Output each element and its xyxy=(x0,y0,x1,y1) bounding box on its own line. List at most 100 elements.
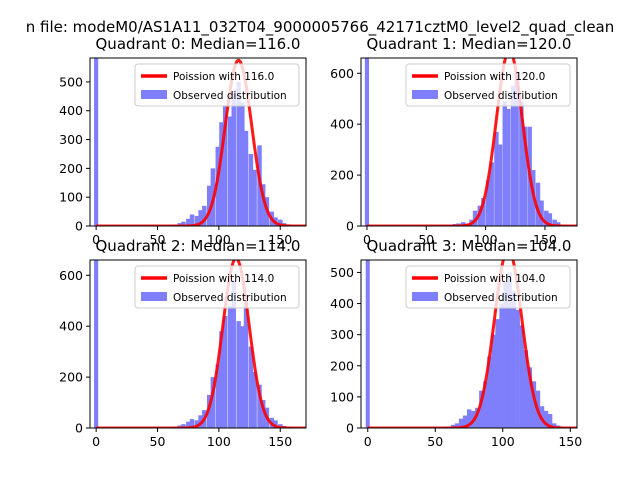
histogram-bar xyxy=(485,180,491,226)
histogram-bar xyxy=(499,303,504,428)
y-tick-label: 400 xyxy=(330,117,354,132)
histogram-bar xyxy=(489,162,494,226)
x-tick-label: 0 xyxy=(92,434,100,449)
histogram-bar xyxy=(260,184,266,226)
legend-label-poisson: Poission with 114.0 xyxy=(173,273,274,285)
histogram-bar xyxy=(547,213,553,226)
histogram-bar xyxy=(547,414,553,428)
x-tick-label: 100 xyxy=(474,232,498,247)
histogram-bar xyxy=(460,222,466,226)
legend-box xyxy=(405,265,571,309)
histogram-bar xyxy=(544,210,549,226)
axes-frame xyxy=(360,57,578,227)
y-tick-label: 100 xyxy=(330,389,354,404)
histogram-bar xyxy=(231,280,236,428)
subplot-title: Quadrant 0: Median=116.0 xyxy=(96,35,301,53)
histogram-bar xyxy=(240,102,245,226)
legend-label-poisson: Poission with 116.0 xyxy=(173,71,274,83)
histogram-bar xyxy=(194,420,200,428)
legend-label-observed: Observed distribution xyxy=(444,292,558,304)
histogram-bar xyxy=(495,319,500,428)
histogram-bar xyxy=(210,377,216,428)
x-tick-label: 50 xyxy=(150,232,166,247)
y-tick-label: 100 xyxy=(59,190,83,205)
histogram-bar xyxy=(252,372,257,428)
histogram-bar xyxy=(514,73,519,226)
x-tick-label: 0 xyxy=(363,232,371,247)
legend-box xyxy=(405,63,571,107)
legend-label-poisson: Poission with 120.0 xyxy=(444,71,545,83)
histogram-bar xyxy=(519,101,524,226)
y-tick-label: 300 xyxy=(330,327,354,342)
histogram-bar xyxy=(511,291,516,428)
y-tick-label: 400 xyxy=(59,319,83,334)
histogram-bar xyxy=(502,101,507,226)
x-tick-label: 100 xyxy=(207,232,231,247)
plot-area xyxy=(94,260,306,428)
y-tick-label: 600 xyxy=(330,66,354,81)
y-tick-label: 500 xyxy=(59,74,83,89)
histogram-bar xyxy=(522,126,528,226)
x-tick-label: 50 xyxy=(427,434,443,449)
x-tick-label: 150 xyxy=(533,232,557,247)
y-tick-label: 500 xyxy=(330,265,354,280)
legend-patch-swatch xyxy=(141,292,167,301)
histogram-bar xyxy=(243,130,249,226)
legend-label-observed: Observed distribution xyxy=(173,90,287,102)
y-tick-label: 200 xyxy=(330,358,354,373)
histogram-bar xyxy=(186,421,191,428)
histogram-bar xyxy=(219,331,224,428)
histogram-bar xyxy=(539,200,544,226)
histogram-bar xyxy=(248,153,254,226)
histogram-bar xyxy=(222,316,228,428)
histogram-bar xyxy=(510,86,516,226)
histogram-bar xyxy=(462,415,468,428)
histogram-bar xyxy=(531,381,537,428)
plot-area xyxy=(365,260,577,428)
histogram-bar xyxy=(240,326,245,428)
legend-box xyxy=(134,63,300,107)
subplot-title: Quadrant 1: Median=120.0 xyxy=(367,35,572,53)
histogram-bar xyxy=(215,364,221,428)
histogram-bar xyxy=(503,281,508,428)
histogram-bar xyxy=(219,122,224,226)
zero-bin-bar xyxy=(94,260,99,428)
histogram-bar xyxy=(483,381,488,428)
poisson-curve xyxy=(367,260,577,428)
histogram-bar xyxy=(466,409,472,428)
histogram-bar xyxy=(198,210,203,226)
x-tick-label: 0 xyxy=(92,232,100,247)
histogram-bar xyxy=(231,90,236,226)
y-tick-label: 200 xyxy=(330,168,354,183)
y-tick-label: 200 xyxy=(59,370,83,385)
histogram-bar xyxy=(278,219,283,226)
legend-label-observed: Observed distribution xyxy=(173,292,287,304)
legend-label-observed: Observed distribution xyxy=(444,90,558,102)
y-tick-label: 0 xyxy=(346,219,354,234)
poisson-curve xyxy=(366,58,577,226)
zero-bin-bar xyxy=(365,260,370,428)
histogram-bar xyxy=(491,334,496,428)
histogram-bar xyxy=(248,346,254,428)
histogram-bar xyxy=(543,410,549,428)
y-tick-label: 600 xyxy=(59,268,83,283)
histogram-bar xyxy=(527,367,533,428)
y-tick-label: 0 xyxy=(75,421,83,436)
histogram-bar xyxy=(487,356,492,428)
histogram-bar xyxy=(222,104,228,226)
histogram-bar xyxy=(252,169,257,226)
legend-patch-swatch xyxy=(412,292,438,301)
histogram-bar xyxy=(227,116,233,226)
axes-frame xyxy=(89,57,307,227)
histogram-bar xyxy=(194,215,200,226)
histogram-bar xyxy=(458,418,464,428)
histogram-bar xyxy=(497,144,503,226)
histogram-bar xyxy=(189,214,195,226)
poisson-curve xyxy=(96,58,306,226)
x-tick-label: 150 xyxy=(558,434,582,449)
histogram-bar xyxy=(507,272,512,428)
histogram-bar xyxy=(181,221,186,226)
y-tick-label: 0 xyxy=(346,421,354,436)
subplot-3: 0 50 100 150 0 100 200 300 400 500 Quadrant 3: Med… xyxy=(330,237,582,449)
